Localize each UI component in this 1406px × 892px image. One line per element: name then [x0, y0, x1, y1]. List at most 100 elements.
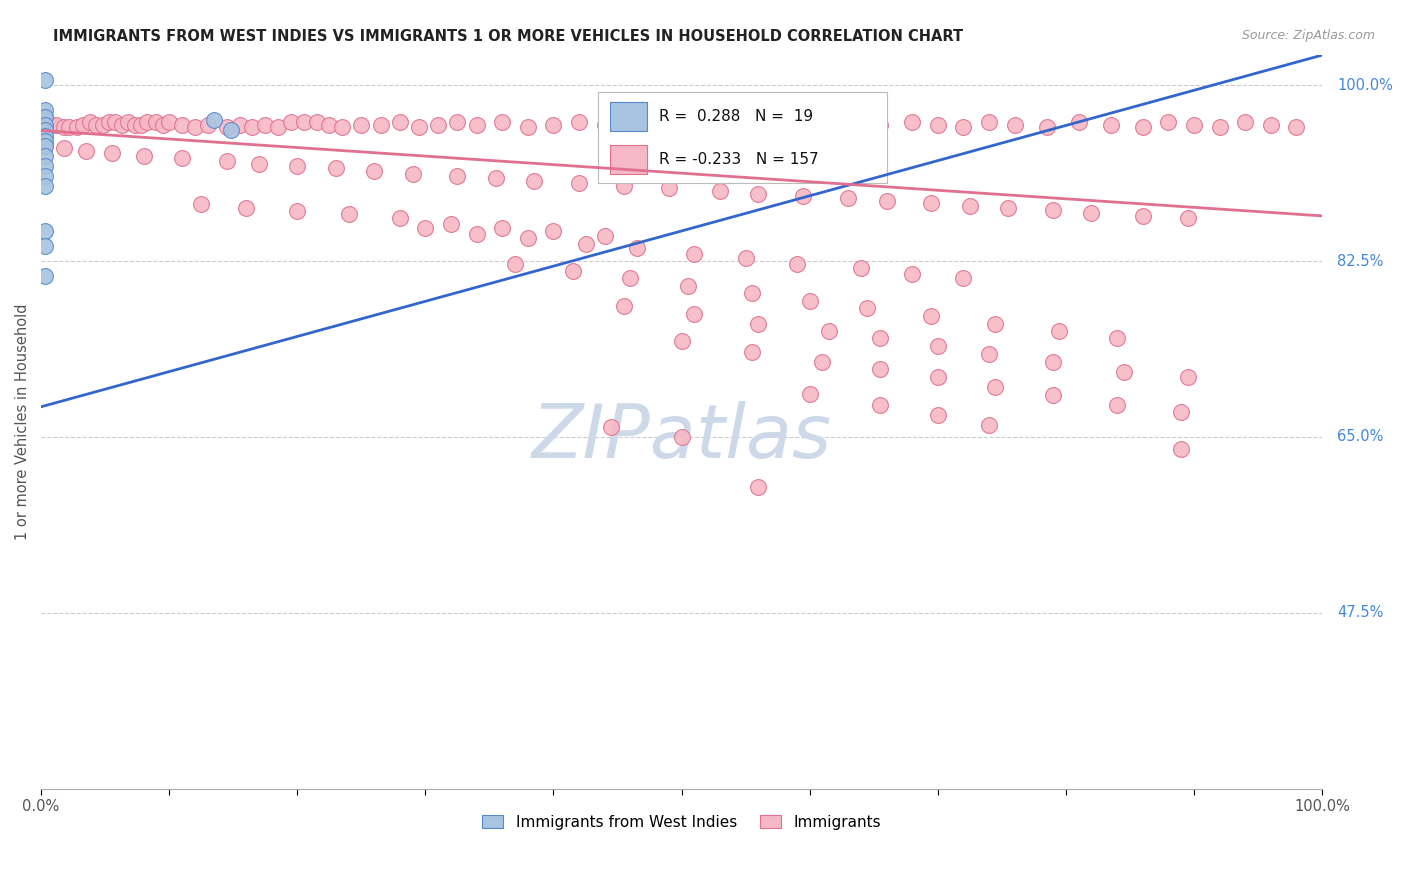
Point	[215, 120, 238, 135]
Point	[446, 169, 468, 183]
Point	[465, 227, 488, 241]
Point	[671, 334, 693, 349]
Point	[818, 325, 841, 339]
Point	[1042, 387, 1064, 401]
Point	[45, 119, 67, 133]
Point	[318, 119, 340, 133]
Text: 82.5%: 82.5%	[1337, 253, 1384, 268]
Point	[683, 307, 706, 321]
Point	[952, 271, 974, 285]
Point	[491, 221, 513, 235]
Point	[645, 115, 668, 129]
Point	[658, 180, 681, 194]
Point	[984, 379, 1007, 393]
Point	[124, 119, 146, 133]
Point	[593, 229, 616, 244]
Point	[837, 191, 859, 205]
Point	[427, 119, 450, 133]
Point	[799, 294, 821, 309]
Y-axis label: 1 or more Vehicles in Household: 1 or more Vehicles in Household	[15, 303, 30, 540]
Text: IMMIGRANTS FROM WEST INDIES VS IMMIGRANTS 1 OR MORE VEHICLES IN HOUSEHOLD CORREL: IMMIGRANTS FROM WEST INDIES VS IMMIGRANT…	[53, 29, 963, 44]
Point	[984, 318, 1007, 332]
Point	[786, 257, 808, 271]
Point	[247, 156, 270, 170]
Point	[876, 194, 898, 208]
Point	[728, 119, 751, 133]
Point	[184, 120, 207, 135]
Point	[235, 201, 257, 215]
Point	[84, 119, 107, 133]
Point	[516, 231, 538, 245]
Point	[34, 178, 56, 193]
Point	[709, 184, 731, 198]
Point	[1080, 206, 1102, 220]
Point	[41, 119, 63, 133]
Point	[75, 144, 97, 158]
Point	[1049, 325, 1071, 339]
Point	[747, 186, 769, 201]
Point	[696, 120, 718, 135]
Point	[574, 237, 596, 252]
Point	[58, 120, 80, 135]
Point	[523, 174, 546, 188]
Point	[285, 159, 308, 173]
Point	[927, 369, 949, 384]
Point	[34, 103, 56, 118]
Point	[53, 140, 76, 154]
Point	[34, 128, 56, 143]
Point	[1042, 202, 1064, 217]
Point	[285, 203, 308, 218]
Point	[1177, 211, 1199, 225]
Point	[799, 386, 821, 401]
Point	[1042, 354, 1064, 368]
Point	[34, 138, 56, 153]
Point	[305, 115, 328, 129]
Point	[202, 113, 225, 128]
Text: ZIPatlas: ZIPatlas	[531, 401, 831, 473]
Point	[1004, 119, 1026, 133]
Point	[66, 120, 89, 135]
Point	[53, 120, 76, 135]
Point	[34, 123, 56, 137]
Point	[613, 178, 636, 193]
Point	[111, 119, 134, 133]
Point	[98, 115, 121, 129]
Point	[844, 120, 866, 135]
Point	[72, 119, 94, 133]
Point	[254, 119, 277, 133]
Point	[792, 188, 814, 202]
Point	[927, 339, 949, 353]
Legend: Immigrants from West Indies, Immigrants: Immigrants from West Indies, Immigrants	[477, 809, 887, 836]
Point	[388, 211, 411, 225]
Point	[747, 318, 769, 332]
Text: 100.0%: 100.0%	[1337, 78, 1393, 93]
Point	[228, 119, 250, 133]
Point	[485, 170, 508, 185]
Point	[593, 119, 616, 133]
Point	[959, 199, 981, 213]
Point	[170, 151, 193, 165]
Point	[190, 197, 212, 211]
Point	[869, 361, 891, 376]
Point	[280, 115, 302, 129]
Point	[1132, 120, 1154, 135]
Point	[446, 115, 468, 129]
Point	[952, 120, 974, 135]
Point	[401, 167, 423, 181]
Point	[337, 207, 360, 221]
Point	[1067, 115, 1090, 129]
Point	[600, 420, 623, 434]
Point	[34, 823, 56, 838]
Point	[491, 115, 513, 129]
Point	[561, 264, 583, 278]
Point	[1132, 209, 1154, 223]
Point	[363, 163, 385, 178]
Point	[543, 224, 565, 238]
Point	[811, 115, 834, 129]
Point	[754, 115, 776, 129]
Text: 65.0%: 65.0%	[1337, 429, 1384, 444]
Point	[34, 806, 56, 821]
Point	[1285, 120, 1308, 135]
Point	[671, 119, 693, 133]
Point	[34, 73, 56, 87]
